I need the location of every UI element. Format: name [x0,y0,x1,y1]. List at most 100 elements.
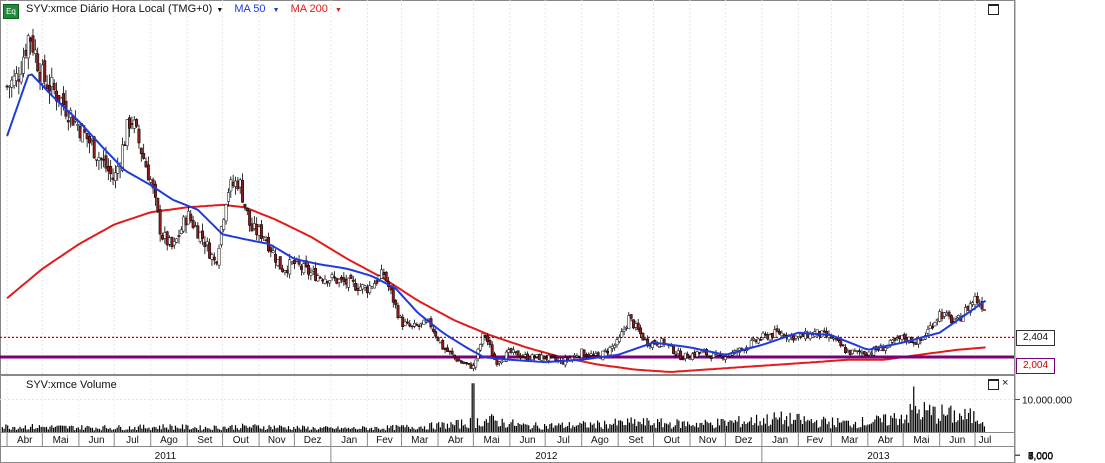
volume-bar [415,429,417,432]
volume-bar [88,426,90,432]
volume-bar [208,428,210,432]
candle-body [582,349,586,357]
volume-bar [385,430,387,432]
equity-badge[interactable]: Eq [3,4,19,19]
volume-bar [139,424,141,432]
maximize-price-panel-icon[interactable] [988,4,999,15]
volume-bar [542,429,544,432]
candle-body [222,219,226,230]
volume-bar [337,426,339,432]
volume-bar [116,427,118,432]
volume-bar [54,426,56,432]
volume-bar [58,425,60,432]
candle-body [189,213,193,221]
volume-bar [240,428,242,432]
volume-bar [574,426,576,432]
candle-body [158,209,162,235]
volume-bar [14,427,16,432]
ma200-menu[interactable]: MA 200 ▼ [291,3,346,15]
candle-body [403,321,407,326]
volume-bar [618,420,620,432]
volume-bar [861,416,864,432]
volume-bar [367,430,369,432]
volume-bar [386,425,389,432]
volume-bar [8,428,11,432]
symbol-menu[interactable]: SYV:xmce Diário Hora Local (TMG+0) ▼ [26,3,227,15]
volume-bar [476,418,479,432]
volume-bar [377,428,380,432]
volume-bar [158,425,161,432]
candle-body [537,353,541,360]
volume-bar [625,425,627,432]
candle-body [898,335,902,339]
candle-body [712,353,716,358]
volume-bar [946,414,948,432]
volume-bar [736,421,738,432]
volume-bar [372,430,374,432]
candle-body [615,339,619,346]
candle-body [500,360,504,363]
volume-bar [264,430,267,432]
volume-bar [955,421,957,432]
volume-bar [764,423,766,432]
volume-bar [187,425,189,432]
candle-body [137,128,141,144]
volume-bar [695,422,698,432]
volume-bar [621,421,623,432]
candle-body [912,341,916,344]
volume-bar [607,428,609,432]
volume-bar [980,423,982,432]
maximize-volume-panel-icon[interactable] [988,379,999,390]
volume-bar [925,410,927,432]
volume-bar [429,423,431,432]
close-volume-panel-icon[interactable]: × [1002,377,1009,389]
volume-bar [459,428,461,432]
volume-bar [77,427,79,432]
volume-bar [155,427,157,432]
volume-bar [632,423,634,432]
volume-bar [443,422,445,432]
candle-body [763,333,767,336]
candle-body [493,353,497,360]
month-label: Nov [268,435,286,446]
volume-bar [667,424,669,432]
volume-bar [934,406,936,432]
volume-bar [234,425,237,432]
volume-bar [302,425,304,432]
volume-bar [572,425,574,432]
volume-bar [480,426,482,432]
volume-bar [47,429,49,432]
candle-body [526,353,529,361]
y-tick-label: 6,000 [1028,451,1053,462]
volume-bar [708,423,710,432]
volume-bar [33,429,35,432]
candle-body [891,339,895,343]
volume-bar [287,426,290,432]
candle-body [161,235,164,240]
month-label: Dez [304,435,322,446]
candle-body [40,64,44,84]
volume-bar [611,424,613,432]
candle-body [516,350,520,357]
volume-bar [120,426,122,432]
volume-bar [450,422,452,432]
volume-bar [960,415,963,432]
volume-bar [75,428,78,432]
volume-bar [183,429,185,432]
volume-bar [810,418,812,432]
volume-bar [944,415,947,432]
ma50-menu[interactable]: MA 50 ▼ [234,3,283,15]
volume-bar [121,430,124,432]
volume-bar [160,429,162,432]
volume-bar [823,416,825,432]
volume-bar [724,420,726,432]
volume-bar [471,383,473,432]
volume-bar [194,427,196,432]
volume-bar [185,424,187,432]
volume-bar [906,414,908,432]
volume-bar [173,429,175,432]
candle-body [142,152,146,159]
volume-bar [826,424,828,432]
candle-body [490,344,494,356]
candle-body [592,354,595,356]
